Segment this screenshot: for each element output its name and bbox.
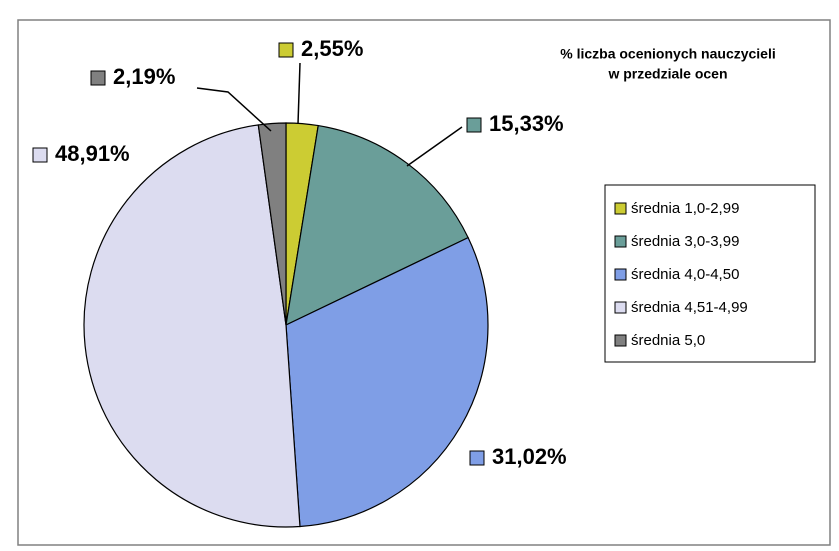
value-label: 48,91% bbox=[55, 141, 130, 166]
legend-swatch bbox=[614, 334, 627, 347]
pie-slice bbox=[83, 124, 301, 528]
chart-title: w przedziale ocen bbox=[607, 66, 727, 82]
legend-swatch bbox=[614, 235, 627, 248]
legend-swatch bbox=[614, 301, 627, 314]
legend-label: średnia 4,0-4,50 bbox=[631, 266, 739, 283]
label-swatch bbox=[90, 70, 106, 86]
pie-slice bbox=[257, 122, 287, 326]
value-label: 2,55% bbox=[301, 36, 363, 61]
chart-title: % liczba ocenionych nauczycieli bbox=[560, 46, 776, 62]
value-label: 2,19% bbox=[113, 64, 175, 89]
legend-swatch bbox=[614, 202, 627, 215]
label-swatch bbox=[278, 42, 294, 58]
label-swatch bbox=[32, 147, 48, 163]
legend-label: średnia 4,51-4,99 bbox=[631, 299, 748, 316]
label-swatch bbox=[466, 117, 482, 133]
legend-label: średnia 1,0-2,99 bbox=[631, 200, 739, 217]
value-label: 15,33% bbox=[489, 111, 564, 136]
leader-line bbox=[297, 62, 301, 125]
legend-box bbox=[604, 184, 816, 363]
label-swatch bbox=[469, 450, 485, 466]
leader-line bbox=[196, 87, 272, 132]
legend-label: średnia 5,0 bbox=[631, 332, 705, 349]
value-label: 31,02% bbox=[492, 444, 567, 469]
pie-slice bbox=[285, 236, 489, 528]
leader-line bbox=[406, 126, 463, 167]
legend-swatch bbox=[614, 268, 627, 281]
pie-slice bbox=[285, 124, 469, 327]
legend-label: średnia 3,0-3,99 bbox=[631, 233, 739, 250]
